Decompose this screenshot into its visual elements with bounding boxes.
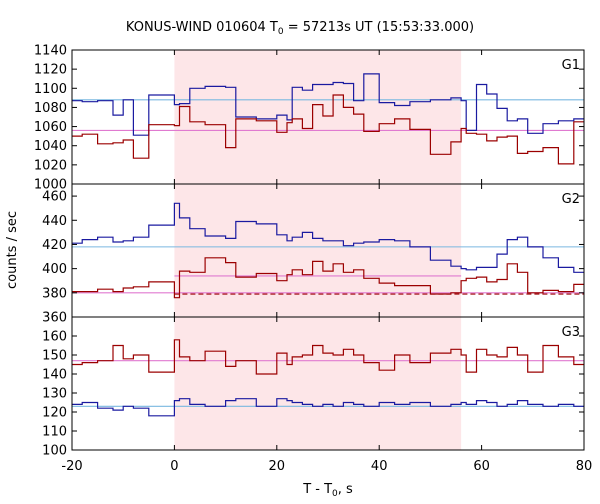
g2-y-tick-label: 460 (42, 190, 67, 205)
g2-y-tick-label: 400 (42, 262, 67, 277)
g3-y-tick-label: 150 (42, 349, 67, 364)
g1-blue-series (72, 73, 584, 136)
g3-y-tick-label: 130 (42, 387, 67, 402)
g2-panel-name: G2 (562, 192, 580, 207)
g1-y-tick-label: 1020 (34, 158, 67, 173)
g2-blue-series (72, 202, 584, 273)
x-tick-label: 20 (269, 459, 286, 474)
g1-panel-name: G1 (562, 58, 580, 73)
y-axis-label: counts / sec (5, 211, 20, 289)
x-axis-label-subscript: 0 (332, 489, 338, 499)
g3-y-tick-label: 110 (42, 425, 67, 440)
g3-y-tick-label: 100 (42, 444, 67, 459)
x-tick-label: 60 (473, 459, 490, 474)
g1-y-tick-label: 1140 (34, 44, 67, 59)
g3-red-series (72, 339, 584, 375)
g3-panel-frame (71, 316, 585, 451)
g2-red-series (72, 257, 584, 299)
x-axis-label-rest: , s (338, 482, 353, 497)
chart-title: KONUS-WIND 010604 T0 = 57213s UT (15:53:… (126, 20, 474, 37)
x-tick-label: -20 (61, 459, 82, 474)
g3-panel-name: G3 (562, 325, 580, 340)
chart-title-rest: = 57213s UT (15:53:33.000) (284, 20, 474, 35)
g1-y-tick-label: 1100 (34, 82, 67, 97)
g1-y-tick-label: 1120 (34, 63, 67, 78)
g2-y-tick-label: 440 (42, 214, 67, 229)
g3-y-tick-label: 140 (42, 368, 67, 383)
g2-y-tick-label: 360 (42, 311, 67, 326)
g2-y-tick-label: 380 (42, 286, 67, 301)
highlight-interval (174, 50, 462, 450)
g1-y-tick-label: 1080 (34, 101, 67, 116)
g3-y-tick-label: 160 (42, 330, 67, 345)
x-tick-label: 0 (170, 459, 178, 474)
g3-blue-series (72, 398, 584, 417)
g3-y-tick-label: 120 (42, 406, 67, 421)
chart-title-main: KONUS-WIND 010604 T (126, 20, 278, 35)
chart-title-subscript: 0 (278, 27, 284, 37)
x-axis-label-main: T - T (302, 482, 332, 497)
g1-red-series (72, 94, 584, 165)
g1-y-tick-label: 1040 (34, 139, 67, 154)
g2-y-tick-label: 420 (42, 238, 67, 253)
x-tick-label: 40 (371, 459, 388, 474)
g1-y-tick-label: 1000 (34, 178, 67, 193)
x-tick-label: 80 (576, 459, 593, 474)
x-axis-label: T - T0, s (302, 482, 353, 499)
g1-y-tick-label: 1060 (34, 120, 67, 135)
